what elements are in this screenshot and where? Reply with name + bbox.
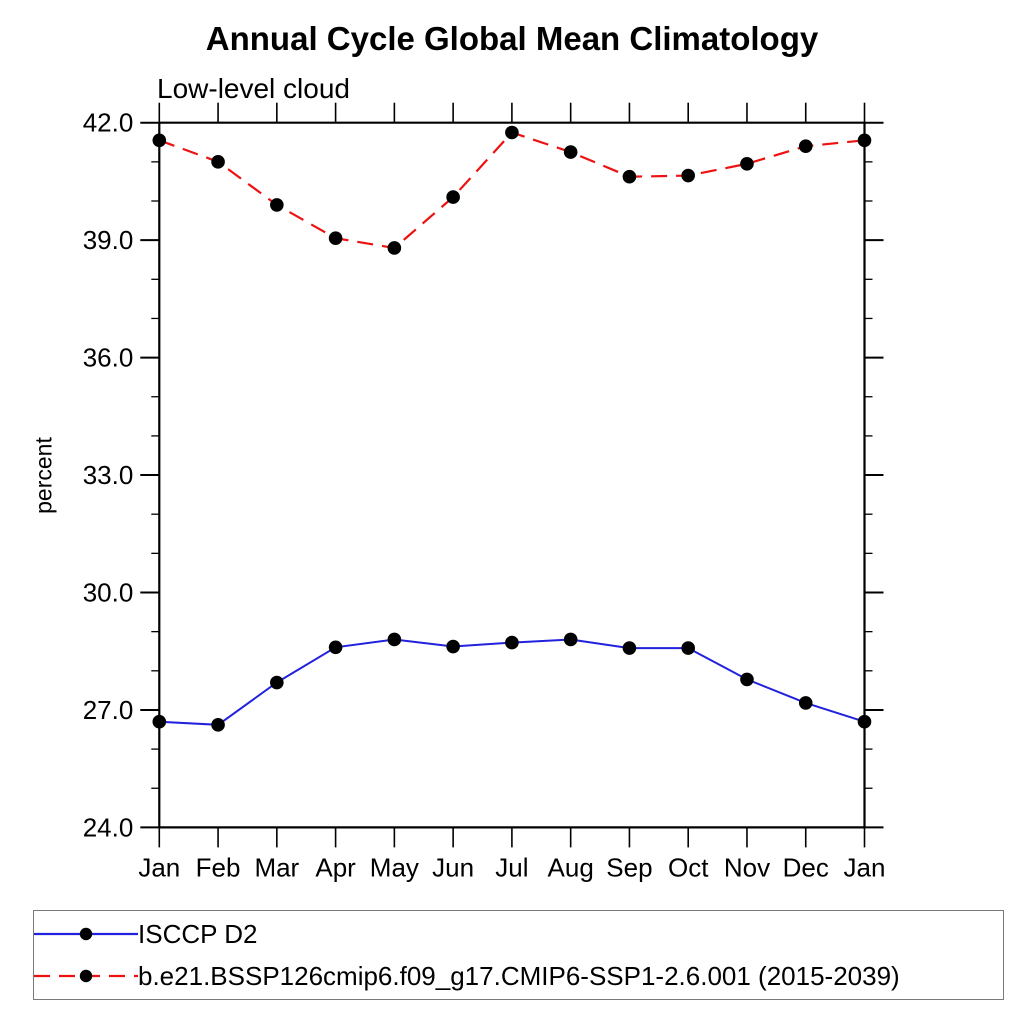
x-tick-label: Aug [548,852,594,882]
legend-sample-model [34,969,138,983]
data-point [857,714,872,729]
x-tick-label: Dec [783,852,829,882]
data-point [211,155,225,169]
data-point [622,169,637,184]
data-point [622,641,637,655]
data-point [857,133,872,148]
x-tick-label: Feb [196,852,241,882]
y-tick-label: 33.0 [83,460,134,490]
data-point [563,145,578,159]
data-point [505,635,519,650]
data-point [505,125,519,140]
x-tick-label: Jan [138,852,180,882]
legend-sample-marker [79,969,93,983]
data-point [270,675,284,690]
series-line-isccp [159,638,865,726]
chart-title: Annual Cycle Global Mean Climatology [205,20,819,57]
data-point [563,632,578,647]
x-tick-label: Sep [606,852,652,882]
legend-row: ISCCP D2 [34,915,1003,953]
legend-sample-marker [79,927,93,941]
x-tick-label: Jul [495,852,528,882]
y-tick-label: 39.0 [83,225,134,255]
data-point [446,190,460,204]
y-tick-label: 24.0 [83,812,134,842]
x-tick-label: Apr [315,852,356,882]
legend-sample-isccp [34,927,138,941]
data-point [152,714,167,729]
data-point [211,718,225,732]
series-line-model [158,131,865,250]
data-point [328,640,343,655]
legend-box: ISCCP D2 b.e21.BSSP126cmip6.f09_g17.CMIP… [33,910,1004,1000]
data-point [270,198,284,212]
data-point [328,231,343,245]
y-tick-label: 30.0 [83,578,134,608]
x-tick-label: Oct [668,852,709,882]
data-point [798,696,813,710]
y-tick-label: 36.0 [83,343,134,373]
data-point [798,139,813,153]
x-tick-label: May [370,852,419,882]
data-point [740,157,754,171]
legend-label: b.e21.BSSP126cmip6.f09_g17.CMIP6-SSP1-2.… [138,961,900,991]
x-tick-label: Mar [254,852,299,882]
plot-area: Jan Feb Mar Apr May Jun Jul Aug Sep Oct Nov Dec Jan2… [83,102,886,882]
y-tick-label: 42.0 [83,108,134,138]
data-point [681,168,695,183]
data-point [152,133,167,148]
y-tick-label: 27.0 [83,695,134,725]
chart-subtitle: Low-level cloud [157,73,350,104]
data-point [387,241,402,255]
data-point [446,639,460,654]
data-point [387,632,402,647]
legend-row: b.e21.BSSP126cmip6.f09_g17.CMIP6-SSP1-2.… [34,957,1003,995]
data-point [681,641,695,655]
data-point [740,672,754,687]
x-tick-label: Jan [844,852,886,882]
legend-label: ISCCP D2 [138,919,258,949]
x-tick-label: Jun [432,852,474,882]
x-tick-label: Nov [724,852,770,882]
